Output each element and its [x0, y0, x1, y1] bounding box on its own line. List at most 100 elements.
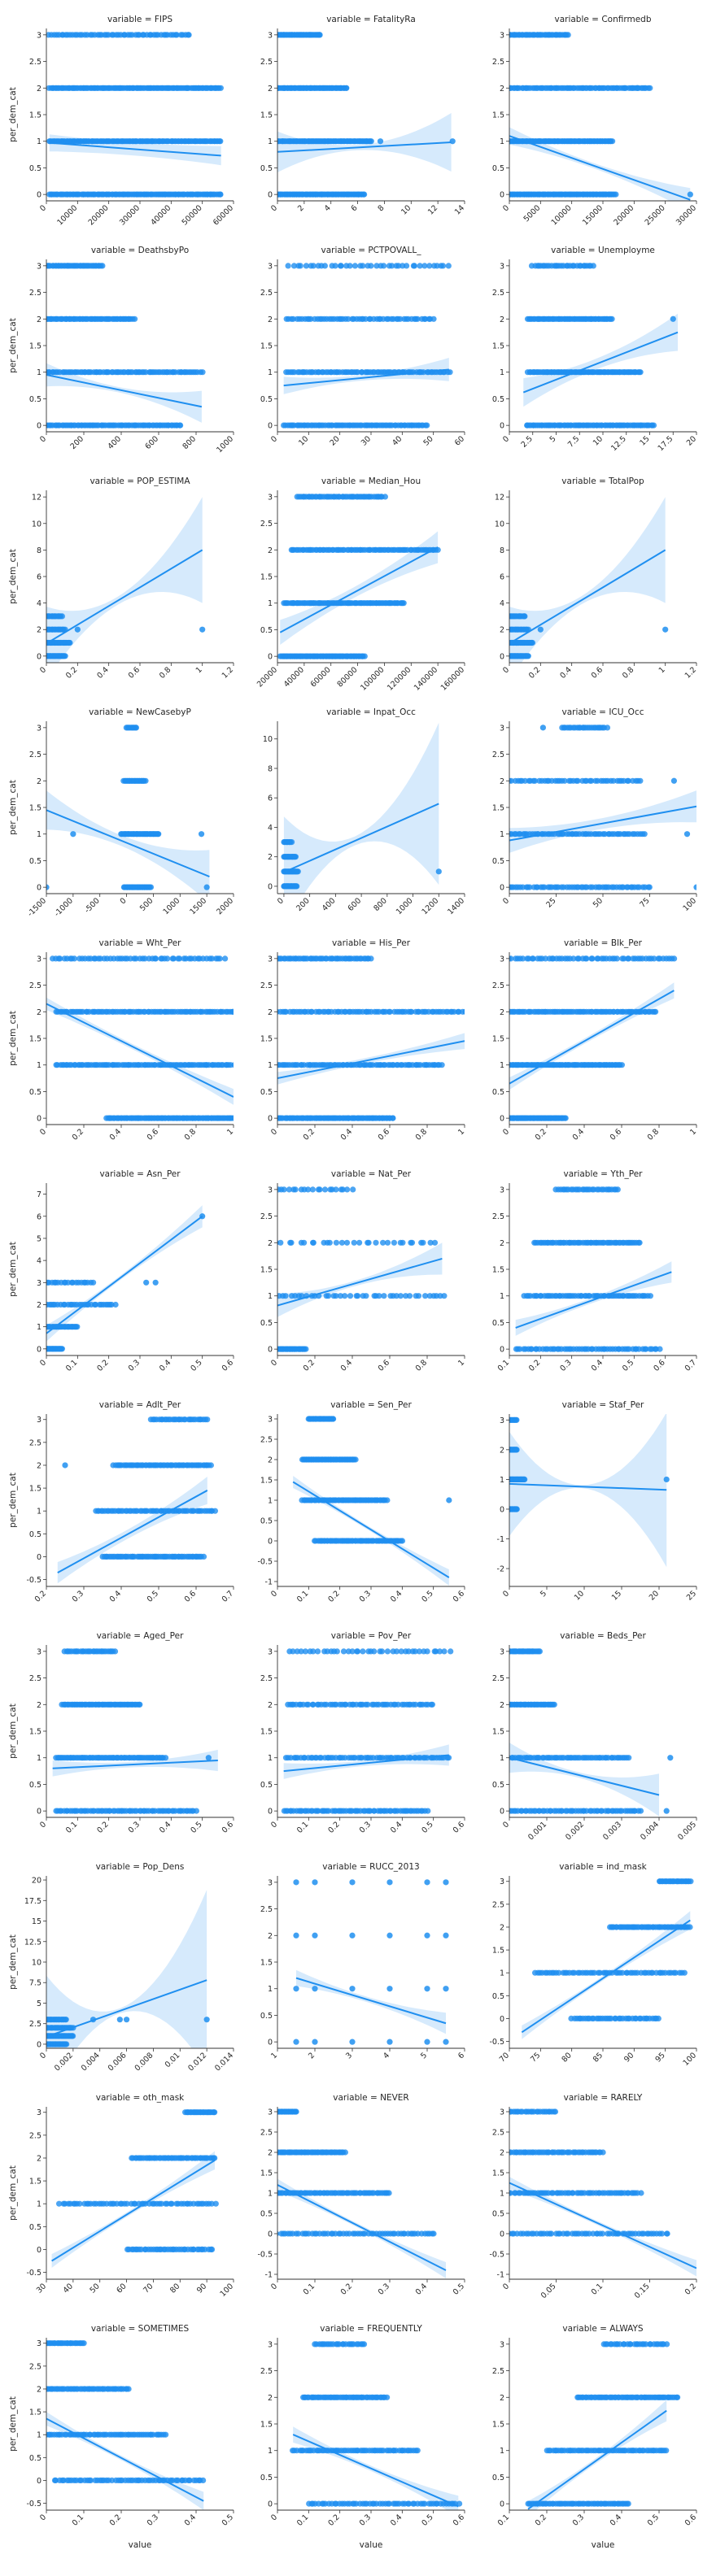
y-tick-label: 6: [500, 573, 504, 582]
data-point: [650, 422, 657, 429]
y-tick-label: 1: [268, 599, 273, 608]
x-tick-label: 0.4: [95, 665, 110, 680]
regression-line: [509, 135, 691, 201]
x-tick-label: 0.8: [621, 665, 635, 680]
x-tick-label: -500: [83, 896, 102, 915]
x-tick-label: 20: [685, 434, 698, 447]
data-point: [528, 1346, 535, 1352]
plot-area: [522, 263, 679, 429]
data-point: [363, 1293, 369, 1299]
x-tick-label: 10: [400, 203, 413, 216]
x-tick-label: 1000: [162, 896, 182, 916]
x-tick-label: 15000: [581, 203, 605, 227]
data-point: [462, 1008, 465, 1015]
x-tick-label: 600: [144, 434, 161, 451]
x-tick-label: 0.6: [127, 665, 142, 680]
y-tick-label: 3: [37, 724, 41, 733]
regression-line: [522, 331, 679, 394]
x-tick-label: 140000: [413, 665, 439, 692]
x-tick-label: 40000: [149, 203, 172, 227]
y-tick-label: 2: [37, 315, 41, 324]
data-point: [231, 1062, 234, 1068]
plot-area: [46, 1205, 206, 1352]
x-tick-label: 0: [38, 203, 48, 213]
data-point: [373, 263, 380, 269]
x-tick-label: 20000: [612, 203, 635, 227]
x-tick-label: 160000: [439, 665, 466, 692]
x-tick-label: 50000: [181, 203, 204, 227]
y-tick-label: 2: [37, 1301, 41, 1310]
data-point: [365, 1239, 372, 1246]
confidence-band: [509, 790, 696, 853]
data-point: [525, 653, 531, 659]
y-axis-label: per_dem_cat: [8, 549, 18, 604]
y-tick-label: 1: [37, 1323, 41, 1332]
data-point: [152, 1279, 159, 1286]
data-point: [164, 955, 171, 962]
y-tick-label: 0.5: [260, 164, 273, 173]
confidence-band: [46, 1205, 203, 1342]
y-tick-label: 2: [268, 1008, 273, 1017]
data-point: [208, 955, 216, 962]
y-tick-label: 0: [500, 652, 504, 661]
x-tick-label: 0.5: [621, 1358, 635, 1373]
data-point: [368, 263, 374, 269]
x-tick-label: 1400: [446, 896, 466, 916]
x-tick-label: 14: [453, 203, 466, 216]
data-point: [565, 32, 571, 38]
data-point: [517, 1346, 523, 1352]
data-point: [229, 1008, 234, 1015]
data-point: [99, 263, 106, 269]
data-point: [509, 955, 514, 962]
data-point: [321, 263, 328, 269]
data-point: [434, 263, 440, 269]
x-tick-label: 0.8: [414, 1358, 429, 1373]
x-tick-label: 0.4: [571, 1127, 586, 1142]
facet-title: variable = Blk_Per: [564, 938, 643, 948]
x-tick-label: 0.4: [158, 1358, 172, 1373]
y-tick-label: 2: [37, 626, 41, 635]
data-point: [292, 854, 299, 860]
y-tick-label: 0: [37, 884, 41, 893]
data-point: [204, 1416, 211, 1423]
y-tick-label: 3: [268, 262, 273, 271]
y-tick-label: 3: [500, 955, 504, 964]
x-tick-label: 0: [269, 1358, 279, 1368]
x-tick-label: 1500: [188, 896, 208, 916]
facet-title: variable = ICU_Occ: [561, 707, 644, 717]
facet-title: variable = Yth_Per: [563, 1169, 643, 1179]
data-point: [662, 626, 669, 633]
facet-title: variable = NewCasebyP: [89, 707, 191, 717]
x-tick-label: 0.8: [158, 665, 172, 680]
data-point: [200, 1553, 207, 1560]
regression-line: [509, 805, 696, 842]
y-tick-label: 4: [37, 599, 41, 608]
y-tick-label: 2: [37, 85, 41, 94]
x-tick-label: 0: [501, 896, 511, 906]
plot-area: [277, 955, 465, 1121]
data-point: [604, 724, 611, 731]
data-point: [132, 315, 138, 322]
data-point: [356, 1239, 363, 1246]
x-tick-label: 800: [372, 896, 389, 913]
data-point: [222, 955, 229, 962]
y-axis-label: per_dem_cat: [8, 780, 18, 835]
x-tick-label: 0: [38, 1127, 48, 1137]
y-tick-label: 2.5: [260, 981, 273, 990]
x-tick-label: -1500: [26, 896, 48, 918]
y-tick-label: 3: [500, 724, 504, 733]
x-tick-label: 1000: [215, 434, 235, 455]
y-tick-label: 1: [37, 137, 41, 146]
y-tick-label: 1: [500, 1061, 504, 1070]
data-point: [333, 1186, 339, 1193]
data-point: [574, 777, 581, 784]
x-tick-label: 0.6: [377, 1127, 391, 1142]
y-tick-label: 2.5: [492, 751, 504, 759]
x-tick-label: 100: [682, 896, 699, 913]
data-point: [449, 138, 456, 145]
y-tick-label: 3: [37, 31, 41, 40]
